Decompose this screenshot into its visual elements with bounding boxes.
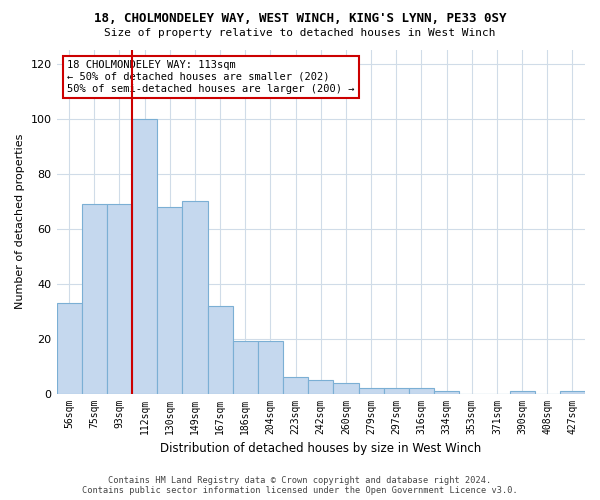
Bar <box>383 388 409 394</box>
Bar <box>560 391 585 394</box>
Bar <box>434 391 459 394</box>
Bar <box>182 201 208 394</box>
Bar <box>308 380 334 394</box>
Bar <box>359 388 383 394</box>
Bar <box>82 204 107 394</box>
Bar <box>509 391 535 394</box>
Bar <box>157 206 182 394</box>
Bar <box>56 303 82 394</box>
Bar <box>107 204 132 394</box>
Text: Contains HM Land Registry data © Crown copyright and database right 2024.
Contai: Contains HM Land Registry data © Crown c… <box>82 476 518 495</box>
X-axis label: Distribution of detached houses by size in West Winch: Distribution of detached houses by size … <box>160 442 481 455</box>
Bar <box>409 388 434 394</box>
Bar <box>208 306 233 394</box>
Text: 18, CHOLMONDELEY WAY, WEST WINCH, KING'S LYNN, PE33 0SY: 18, CHOLMONDELEY WAY, WEST WINCH, KING'S… <box>94 12 506 26</box>
Text: 18 CHOLMONDELEY WAY: 113sqm
← 50% of detached houses are smaller (202)
50% of se: 18 CHOLMONDELEY WAY: 113sqm ← 50% of det… <box>67 60 355 94</box>
Bar <box>132 118 157 394</box>
Text: Size of property relative to detached houses in West Winch: Size of property relative to detached ho… <box>104 28 496 38</box>
Bar <box>334 382 359 394</box>
Bar <box>283 377 308 394</box>
Y-axis label: Number of detached properties: Number of detached properties <box>15 134 25 310</box>
Bar <box>233 342 258 394</box>
Bar <box>258 342 283 394</box>
